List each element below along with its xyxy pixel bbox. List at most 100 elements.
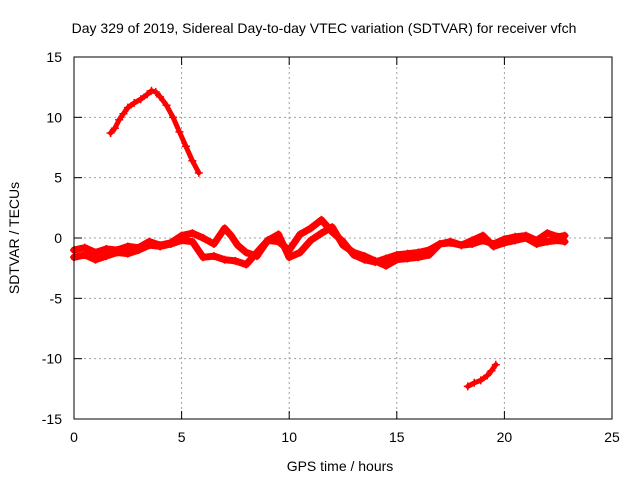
data-point <box>168 113 177 122</box>
data-point <box>306 224 315 233</box>
data-point <box>489 242 498 251</box>
y-tick-label: -15 <box>42 411 62 427</box>
data-point <box>382 254 391 263</box>
y-tick-label: -10 <box>42 351 62 367</box>
data-point <box>317 229 326 238</box>
data-point <box>110 124 119 133</box>
data-point <box>511 236 520 245</box>
data-point <box>143 90 152 99</box>
x-tick-label: 20 <box>497 429 513 445</box>
data-point <box>115 115 124 124</box>
data-point <box>156 92 165 101</box>
data-point <box>102 244 111 253</box>
data-point <box>487 366 496 375</box>
data-point <box>80 243 89 252</box>
x-axis-label: GPS time / hours <box>287 458 394 474</box>
data-point <box>188 156 197 165</box>
data-point <box>306 236 315 245</box>
data-point <box>199 234 208 242</box>
data-point <box>371 256 380 265</box>
data-point <box>194 168 203 177</box>
data-point <box>134 246 143 255</box>
data-point <box>328 223 337 232</box>
data-point <box>220 255 229 264</box>
data-point <box>252 248 261 257</box>
data-point <box>274 230 283 239</box>
data-point <box>242 248 251 257</box>
data-point <box>491 360 500 369</box>
y-tick-label: 15 <box>46 49 62 65</box>
data-point <box>113 248 122 257</box>
data-point <box>478 231 487 240</box>
data-point <box>483 371 492 380</box>
data-point <box>151 87 160 96</box>
data-point <box>188 229 197 238</box>
data-point <box>435 240 444 249</box>
data-point <box>156 242 165 251</box>
data-series <box>70 86 569 391</box>
data-point <box>181 142 190 151</box>
data-point <box>145 241 154 250</box>
data-point <box>233 241 242 250</box>
y-tick-label: 5 <box>54 170 62 186</box>
data-point <box>123 242 132 251</box>
data-point <box>162 101 171 110</box>
data-point <box>209 240 218 249</box>
data-point <box>263 236 272 245</box>
data-point <box>242 260 251 269</box>
data-point <box>554 236 563 245</box>
data-point <box>175 127 184 136</box>
data-point <box>285 253 294 262</box>
data-point <box>414 253 423 262</box>
axis-ticks: 0 5 10 15 20 25 -15 -10 -5 0 5 10 15 <box>42 49 620 445</box>
data-point <box>468 236 477 245</box>
y-axis-label: SDTVAR / TECUs <box>6 182 22 294</box>
data-point <box>80 250 89 259</box>
data-point <box>220 224 229 233</box>
data-point <box>403 254 412 263</box>
x-tick-label: 15 <box>389 429 405 445</box>
data-point <box>543 229 552 238</box>
data-point <box>532 240 541 249</box>
data-point <box>295 248 304 257</box>
data-point <box>199 253 208 262</box>
data-point <box>521 234 530 242</box>
data-point <box>317 215 326 224</box>
data-point <box>382 261 391 270</box>
data-point <box>188 237 197 246</box>
data-point <box>91 248 100 257</box>
data-point <box>147 86 156 95</box>
data-point <box>349 248 358 257</box>
data-point <box>123 103 132 112</box>
data-point <box>425 250 434 259</box>
data-point <box>470 378 479 387</box>
x-tick-label: 10 <box>281 429 297 445</box>
data-point <box>119 109 128 118</box>
data-point <box>106 129 115 138</box>
data-point <box>227 231 236 240</box>
x-tick-label: 0 <box>70 429 78 445</box>
chart-title: Day 329 of 2019, Sidereal Day-to-day VTE… <box>72 20 577 36</box>
data-point <box>231 256 240 265</box>
data-point <box>339 241 347 250</box>
data-point <box>463 382 472 391</box>
data-point <box>102 252 111 261</box>
data-point <box>560 237 569 246</box>
data-point <box>209 252 218 261</box>
y-tick-label: 10 <box>46 109 62 125</box>
data-point <box>123 249 132 258</box>
data-point <box>476 376 485 385</box>
data-point <box>177 236 186 245</box>
data-point <box>91 255 100 264</box>
data-point <box>136 95 145 104</box>
data-point <box>457 241 466 250</box>
y-tick-label: 0 <box>54 230 62 246</box>
x-tick-label: 25 <box>604 429 620 445</box>
data-point <box>295 230 304 239</box>
data-point <box>166 240 175 249</box>
x-tick-label: 5 <box>178 429 186 445</box>
data-point <box>360 252 369 261</box>
data-point <box>543 237 552 246</box>
data-point <box>500 238 509 247</box>
